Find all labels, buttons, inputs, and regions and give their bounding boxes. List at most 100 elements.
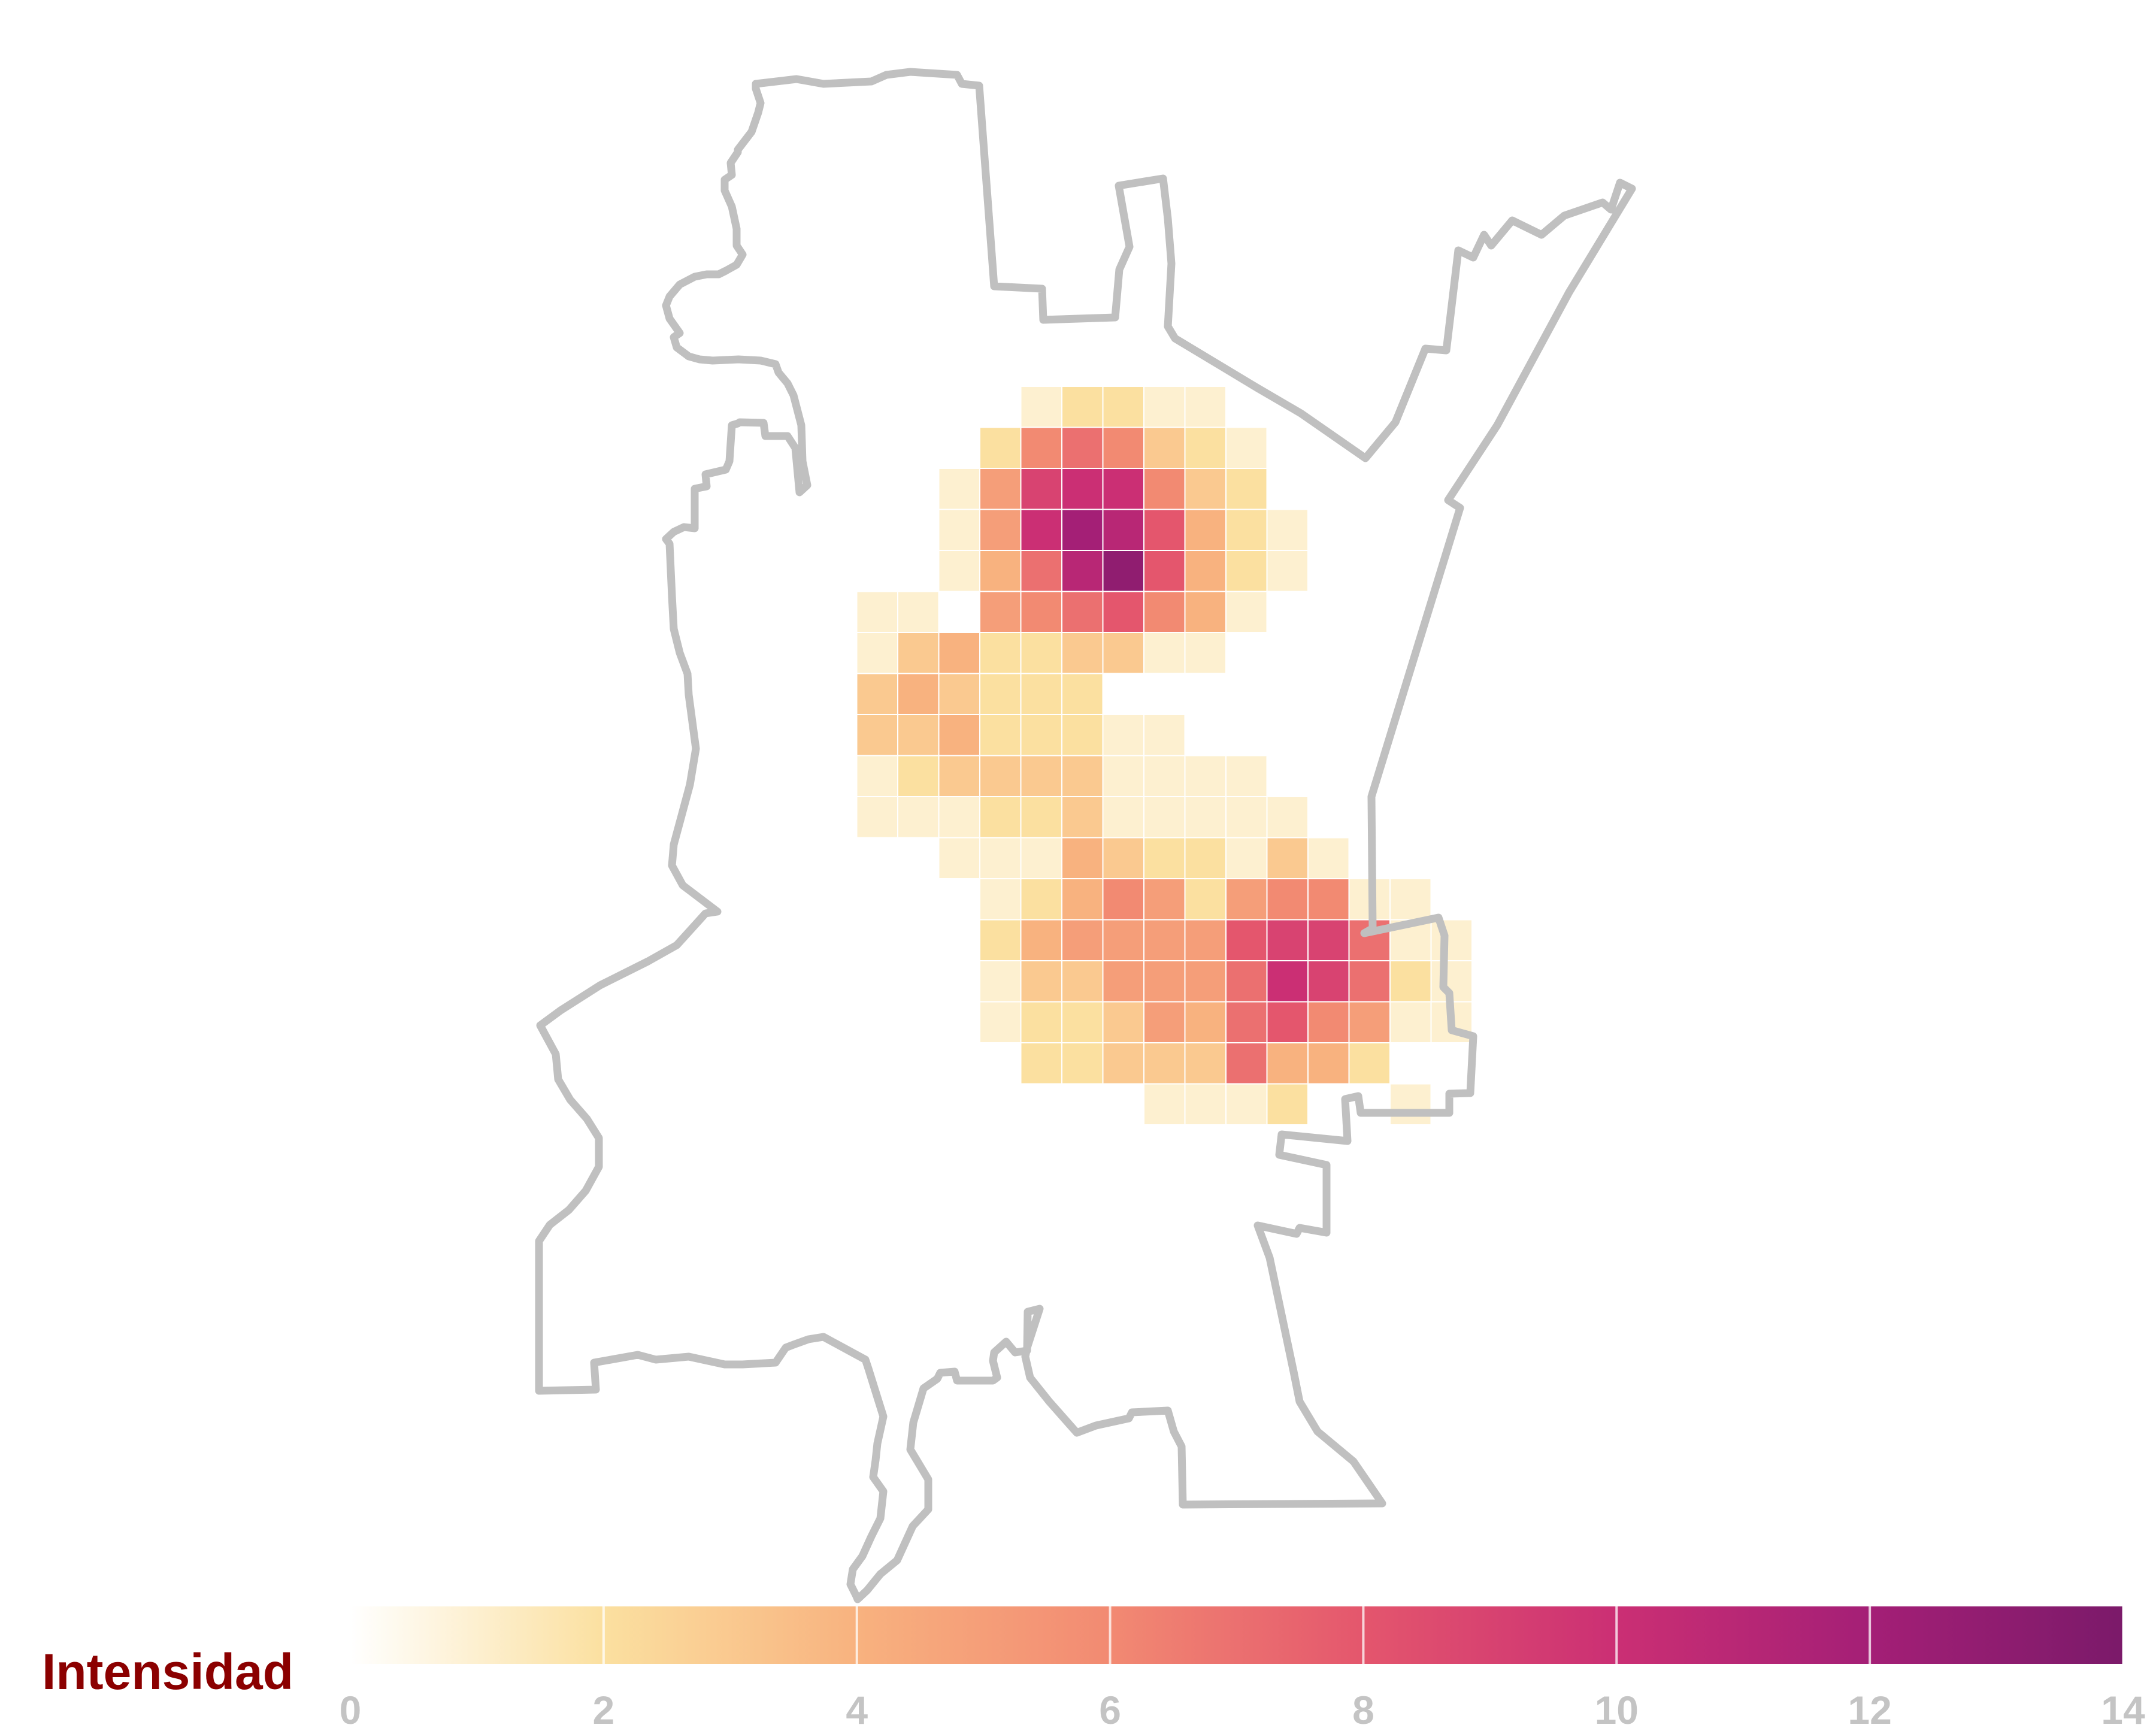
grid-cell bbox=[979, 796, 1022, 839]
grid-cell bbox=[1020, 673, 1062, 715]
grid-cell bbox=[897, 673, 940, 715]
grid-cell bbox=[1389, 1001, 1432, 1043]
grid-cell bbox=[1020, 386, 1062, 428]
grid-cell bbox=[1225, 550, 1268, 592]
grid-cell bbox=[1061, 509, 1104, 551]
grid-cell bbox=[979, 960, 1022, 1003]
grid-cell bbox=[1348, 1001, 1391, 1043]
grid-cell bbox=[1184, 960, 1227, 1003]
grid-cell bbox=[1184, 509, 1227, 551]
grid-cell bbox=[1061, 673, 1104, 715]
grid-cell bbox=[1020, 919, 1062, 961]
legend-title: Intensidad bbox=[42, 1644, 293, 1700]
legend-tick-label: 4 bbox=[846, 1688, 868, 1725]
grid-cell bbox=[856, 591, 898, 633]
grid-cell bbox=[979, 591, 1022, 633]
grid-cell bbox=[1020, 878, 1062, 921]
grid-cell bbox=[938, 550, 980, 592]
grid-cell bbox=[1225, 1083, 1268, 1125]
grid-cell bbox=[1061, 960, 1104, 1003]
grid-cell bbox=[1143, 796, 1186, 839]
grid-cell bbox=[1266, 1042, 1309, 1085]
grid-cell bbox=[856, 673, 898, 715]
grid-cell bbox=[1020, 509, 1062, 551]
grid-cell bbox=[938, 837, 980, 879]
grid-cell bbox=[979, 632, 1022, 674]
grid-cell bbox=[1061, 468, 1104, 510]
grid-cell bbox=[897, 714, 940, 756]
grid-cell bbox=[1225, 1042, 1268, 1085]
grid-cell bbox=[979, 714, 1022, 756]
grid-cell bbox=[1102, 426, 1144, 469]
grid-cell bbox=[1225, 1001, 1268, 1043]
grid-cell bbox=[979, 1001, 1022, 1043]
grid-cell bbox=[1061, 1001, 1104, 1043]
city-boundary-outline bbox=[535, 68, 1636, 1603]
grid-cell bbox=[1225, 468, 1268, 510]
grid-cell bbox=[1225, 837, 1268, 879]
grid-cell bbox=[1225, 755, 1268, 797]
grid-cell bbox=[979, 837, 1022, 879]
grid-cell bbox=[1143, 714, 1186, 756]
grid-cell bbox=[1184, 878, 1227, 921]
grid-cell bbox=[1143, 426, 1186, 469]
grid-cell bbox=[1184, 468, 1227, 510]
grid-cell bbox=[1225, 509, 1268, 551]
grid-cell bbox=[1102, 509, 1144, 551]
legend-tick-label: 14 bbox=[2101, 1688, 2145, 1725]
legend-color-bar bbox=[350, 1606, 2123, 1664]
grid-cell bbox=[1307, 1001, 1350, 1043]
grid-cell bbox=[1143, 1001, 1186, 1043]
grid-cell bbox=[1389, 1083, 1432, 1125]
legend-tick-label: 6 bbox=[1099, 1688, 1121, 1725]
grid-cell bbox=[1389, 960, 1432, 1003]
grid-cell bbox=[1102, 755, 1144, 797]
grid-cell bbox=[1225, 960, 1268, 1003]
grid-cell bbox=[1389, 878, 1432, 921]
grid-cell bbox=[1266, 837, 1309, 879]
grid-cell bbox=[1020, 960, 1062, 1003]
grid-cell bbox=[1184, 426, 1227, 469]
grid-cell bbox=[1143, 837, 1186, 879]
grid-cell bbox=[1266, 509, 1309, 551]
intensity-grid bbox=[856, 386, 1473, 1125]
grid-cell bbox=[1184, 919, 1227, 961]
grid-cell bbox=[1225, 796, 1268, 839]
grid-cell bbox=[1102, 796, 1144, 839]
grid-cell bbox=[1307, 878, 1350, 921]
grid-cell bbox=[979, 878, 1022, 921]
grid-cell bbox=[1102, 714, 1144, 756]
grid-cell bbox=[979, 550, 1022, 592]
grid-cell bbox=[897, 796, 940, 839]
grid-cell bbox=[1143, 468, 1186, 510]
grid-cell bbox=[1020, 632, 1062, 674]
grid-cell bbox=[1102, 878, 1144, 921]
grid-cell bbox=[1102, 1001, 1144, 1043]
grid-cell bbox=[1020, 468, 1062, 510]
grid-cell bbox=[938, 632, 980, 674]
grid-cell bbox=[1102, 632, 1144, 674]
grid-cell bbox=[1266, 1001, 1309, 1043]
grid-cell bbox=[1102, 550, 1144, 592]
grid-cell bbox=[1143, 632, 1186, 674]
grid-cell bbox=[1307, 960, 1350, 1003]
grid-cell bbox=[1102, 386, 1144, 428]
grid-cell bbox=[1020, 796, 1062, 839]
grid-cell bbox=[1307, 1042, 1350, 1085]
grid-cell bbox=[1061, 796, 1104, 839]
grid-cell bbox=[1143, 386, 1186, 428]
grid-cell bbox=[1020, 591, 1062, 633]
grid-cell bbox=[1143, 591, 1186, 633]
grid-cell bbox=[1225, 878, 1268, 921]
grid-cell bbox=[979, 509, 1022, 551]
grid-cell bbox=[1020, 755, 1062, 797]
grid-cell bbox=[1184, 1001, 1227, 1043]
grid-cell bbox=[979, 755, 1022, 797]
grid-cell bbox=[979, 673, 1022, 715]
grid-cell bbox=[1225, 591, 1268, 633]
grid-cell bbox=[856, 796, 898, 839]
grid-cell bbox=[1020, 714, 1062, 756]
grid-cell bbox=[938, 796, 980, 839]
legend-tick-label: 12 bbox=[1848, 1688, 1891, 1725]
grid-cell bbox=[897, 632, 940, 674]
